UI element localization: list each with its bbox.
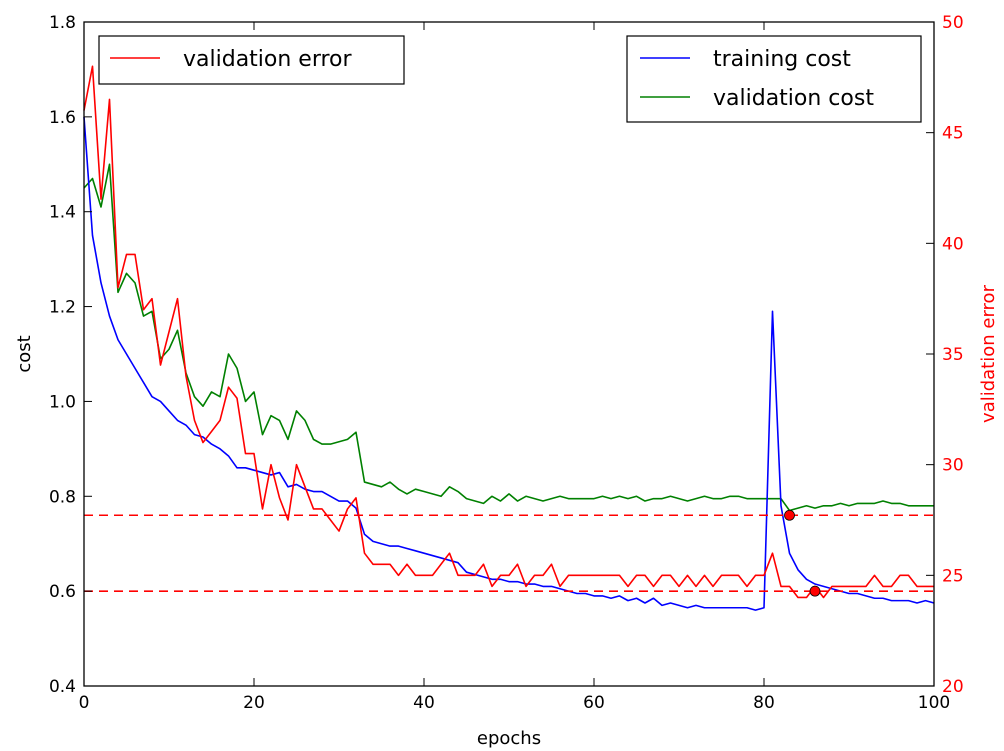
y-right-tick-label: 25 — [942, 566, 964, 586]
legend-label-validation-cost: validation cost — [713, 86, 874, 111]
legend-left-box — [98, 35, 405, 85]
legend-right-box — [626, 35, 922, 123]
series-line-training-cost — [83, 116, 935, 611]
y-right-tick-label: 20 — [942, 677, 964, 697]
x-axis-label: epochs — [477, 728, 541, 749]
legend-label-training-cost: training cost — [713, 47, 851, 72]
y-right-tick-label: 40 — [942, 234, 964, 254]
y-right-tick-label: 45 — [942, 124, 964, 144]
series-line-validation-cost — [83, 163, 934, 512]
legend-left: validation error — [98, 35, 405, 85]
legend-right: training cost validation cost — [626, 35, 922, 123]
x-tick-label: 0 — [79, 693, 90, 713]
x-tick-label: 80 — [753, 693, 775, 713]
series-layer — [83, 65, 935, 611]
y-tick-label: 1.2 — [49, 298, 76, 318]
y-tick-label: 0.6 — [49, 582, 76, 602]
y-right-tick-label: 35 — [942, 345, 964, 365]
y-axis-label: cost — [14, 335, 35, 372]
y-right-tick-label: 30 — [942, 456, 964, 476]
marker-point-2 — [809, 585, 821, 597]
y-tick-label: 1.6 — [49, 108, 76, 128]
y-tick-label: 1.0 — [49, 392, 76, 412]
marker-point-1 — [784, 509, 795, 521]
y-tick-label: 1.8 — [49, 13, 76, 33]
x-tick-label: 60 — [583, 693, 605, 713]
y-tick-label: 0.4 — [49, 677, 76, 697]
y-tick-label: 0.8 — [49, 487, 76, 507]
y-axis-right-label: validation error — [978, 284, 999, 423]
markers — [784, 509, 821, 597]
x-tick-label: 100 — [918, 693, 950, 713]
series-line-validation-error — [83, 65, 934, 599]
legend-label-validation-error: validation error — [183, 47, 353, 72]
x-tick-label: 40 — [413, 693, 435, 713]
y-right-tick-label: 50 — [942, 13, 964, 33]
x-tick-label: 20 — [243, 693, 265, 713]
ticks: 0 20 40 60 80 100 0.4 0.6 0.8 1.0 1.2 1.4 1.6 1.8 20 25… — [49, 13, 964, 713]
y-tick-label: 1.4 — [49, 203, 76, 223]
